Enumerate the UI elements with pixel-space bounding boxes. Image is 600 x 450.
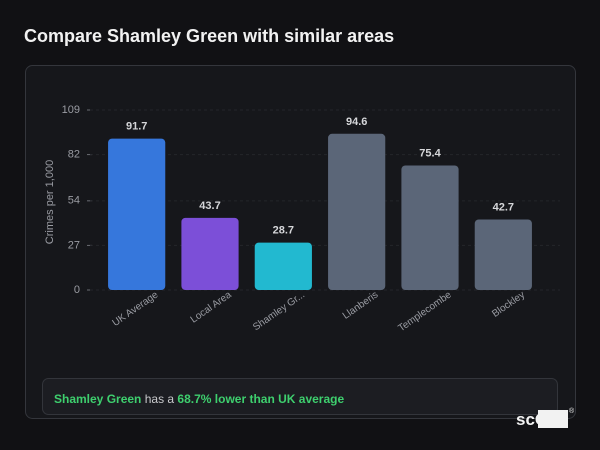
bar xyxy=(181,217,239,290)
summary-area: Shamley Green xyxy=(54,392,141,406)
value-label: 75.4 xyxy=(419,147,441,159)
bar xyxy=(328,133,386,290)
y-axis-label: Crimes per 1,000 xyxy=(44,160,56,244)
summary-highlight: 68.7% lower than UK average xyxy=(177,392,344,406)
summary-box xyxy=(42,378,558,415)
logo: scOS xyxy=(516,410,559,429)
summary: Shamley Green has a 68.7% lower than UK … xyxy=(54,392,344,406)
y-tick-label: 109 xyxy=(62,104,80,116)
logo-box xyxy=(538,410,568,428)
y-tick-label: 0 xyxy=(74,284,80,296)
y-tick-label: 54 xyxy=(68,195,80,207)
logo-mark: ® xyxy=(569,407,575,415)
page-title: Compare Shamley Green with similar areas xyxy=(24,26,394,46)
value-label: 91.7 xyxy=(126,121,147,133)
summary-text: has a xyxy=(145,392,175,406)
value-label: 43.7 xyxy=(199,200,220,212)
y-tick-label: 82 xyxy=(68,148,80,160)
value-label: 42.7 xyxy=(493,201,514,213)
bar xyxy=(474,219,532,290)
value-label: 94.6 xyxy=(346,116,367,128)
y-tick-label: 27 xyxy=(68,239,80,251)
bar xyxy=(254,242,312,290)
value-label: 28.7 xyxy=(273,225,294,237)
bar xyxy=(401,165,459,290)
bar xyxy=(108,138,166,290)
